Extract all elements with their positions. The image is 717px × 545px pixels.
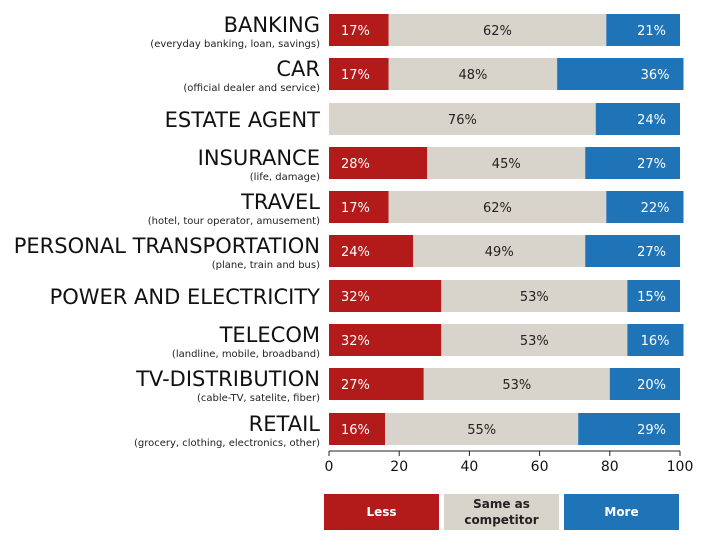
- bar-segment: [441, 280, 628, 312]
- bar-segment: [329, 368, 424, 400]
- data-label: 53%: [502, 378, 531, 393]
- legend-label: Same as: [473, 497, 530, 511]
- data-label: 24%: [637, 113, 666, 128]
- category-label: RETAIL: [249, 412, 321, 436]
- bar-segment: [585, 235, 680, 267]
- category-label: ESTATE AGENT: [165, 108, 321, 132]
- bar-segment: [388, 191, 607, 223]
- data-label: 36%: [641, 68, 670, 83]
- category-label: TRAVEL: [240, 190, 320, 214]
- x-tick-label: 40: [460, 459, 478, 475]
- bar-segment: [413, 235, 586, 267]
- bar-segment: [329, 14, 389, 46]
- bar-segment: [388, 58, 558, 90]
- bar-segment: [606, 14, 680, 46]
- data-label: 32%: [341, 334, 370, 349]
- legend: Less Same as competitor More: [324, 494, 679, 530]
- bar-segment: [585, 147, 680, 179]
- data-label: 32%: [341, 290, 370, 305]
- category-label: TELECOM: [219, 323, 320, 347]
- data-label: 16%: [341, 423, 370, 438]
- category-label: INSURANCE: [198, 146, 320, 170]
- bar-segment: [627, 280, 680, 312]
- bar-segment: [441, 324, 628, 356]
- data-label: 17%: [341, 24, 370, 39]
- x-axis: 0 20 40 60 80 100: [325, 450, 694, 475]
- bar-segment: [329, 103, 596, 135]
- bar-segment: [423, 368, 610, 400]
- bar-segment: [329, 324, 442, 356]
- legend-swatch: [324, 494, 439, 530]
- data-label: 48%: [458, 68, 487, 83]
- data-label: 45%: [492, 157, 521, 172]
- data-label: 53%: [520, 334, 549, 349]
- bar-segment: [388, 14, 607, 46]
- bar-segment: [385, 413, 579, 445]
- data-label: 17%: [341, 68, 370, 83]
- category-sublabel: (landline, mobile, broadband): [172, 349, 320, 360]
- data-label: 76%: [448, 113, 477, 128]
- bar-segment: [329, 147, 428, 179]
- data-label: 27%: [637, 245, 666, 260]
- category-sublabel: (cable-TV, satelite, fiber): [197, 393, 320, 404]
- data-label: 24%: [341, 245, 370, 260]
- legend-swatch: [444, 494, 559, 530]
- bar-segment: [329, 191, 389, 223]
- bar-segment: [329, 413, 386, 445]
- bar-area: 17% 62% 21% 17% 48% 36% 76% 24% 28% 45% 27% 17% 62% 2…: [329, 14, 684, 445]
- category-sublabel: (grocery, clothing, electronics, other): [134, 438, 320, 449]
- data-label: 53%: [520, 290, 549, 305]
- category-sublabel: (plane, train and bus): [212, 260, 320, 271]
- x-tick-label: 60: [531, 459, 549, 475]
- x-tick-label: 0: [325, 459, 334, 475]
- legend-swatch: [564, 494, 679, 530]
- bar-segment: [578, 413, 680, 445]
- data-label: 20%: [637, 378, 666, 393]
- data-label: 17%: [341, 201, 370, 216]
- bar-segment: [609, 368, 680, 400]
- category-sublabel: (everyday banking, loan, savings): [150, 39, 320, 50]
- category-label: CAR: [276, 57, 320, 81]
- category-label: TV-DISTRIBUTION: [135, 367, 320, 391]
- legend-label: competitor: [464, 513, 538, 527]
- bar-segment: [329, 58, 389, 90]
- x-tick-label: 100: [667, 459, 694, 475]
- x-tick-label: 20: [390, 459, 408, 475]
- bar-segment: [627, 324, 684, 356]
- legend-label: Less: [366, 505, 396, 519]
- legend-label: More: [604, 505, 638, 519]
- data-label: 21%: [637, 24, 666, 39]
- category-labels: BANKING (everyday banking, loan, savings)…: [14, 13, 321, 449]
- bar-segment: [427, 147, 586, 179]
- category-sublabel: (official dealer and service): [183, 83, 320, 94]
- category-label: BANKING: [224, 13, 320, 37]
- category-label: PERSONAL TRANSPORTATION: [14, 234, 320, 258]
- category-label: POWER AND ELECTRICITY: [50, 285, 321, 309]
- data-label: 62%: [483, 24, 512, 39]
- x-tick-label: 80: [601, 459, 619, 475]
- data-label: 27%: [341, 378, 370, 393]
- category-sublabel: (life, damage): [250, 172, 320, 183]
- data-label: 27%: [637, 157, 666, 172]
- data-label: 15%: [637, 290, 666, 305]
- data-label: 55%: [467, 423, 496, 438]
- data-label: 29%: [637, 423, 666, 438]
- data-label: 49%: [485, 245, 514, 260]
- data-label: 22%: [641, 201, 670, 216]
- bar-segment: [329, 235, 414, 267]
- category-sublabel: (hotel, tour operator, amusement): [148, 216, 320, 227]
- bar-segment: [557, 58, 684, 90]
- data-label: 28%: [341, 157, 370, 172]
- bar-segment: [329, 280, 442, 312]
- bar-segment: [606, 191, 684, 223]
- data-label: 62%: [483, 201, 512, 216]
- bar-segment: [595, 103, 680, 135]
- data-label: 16%: [641, 334, 670, 349]
